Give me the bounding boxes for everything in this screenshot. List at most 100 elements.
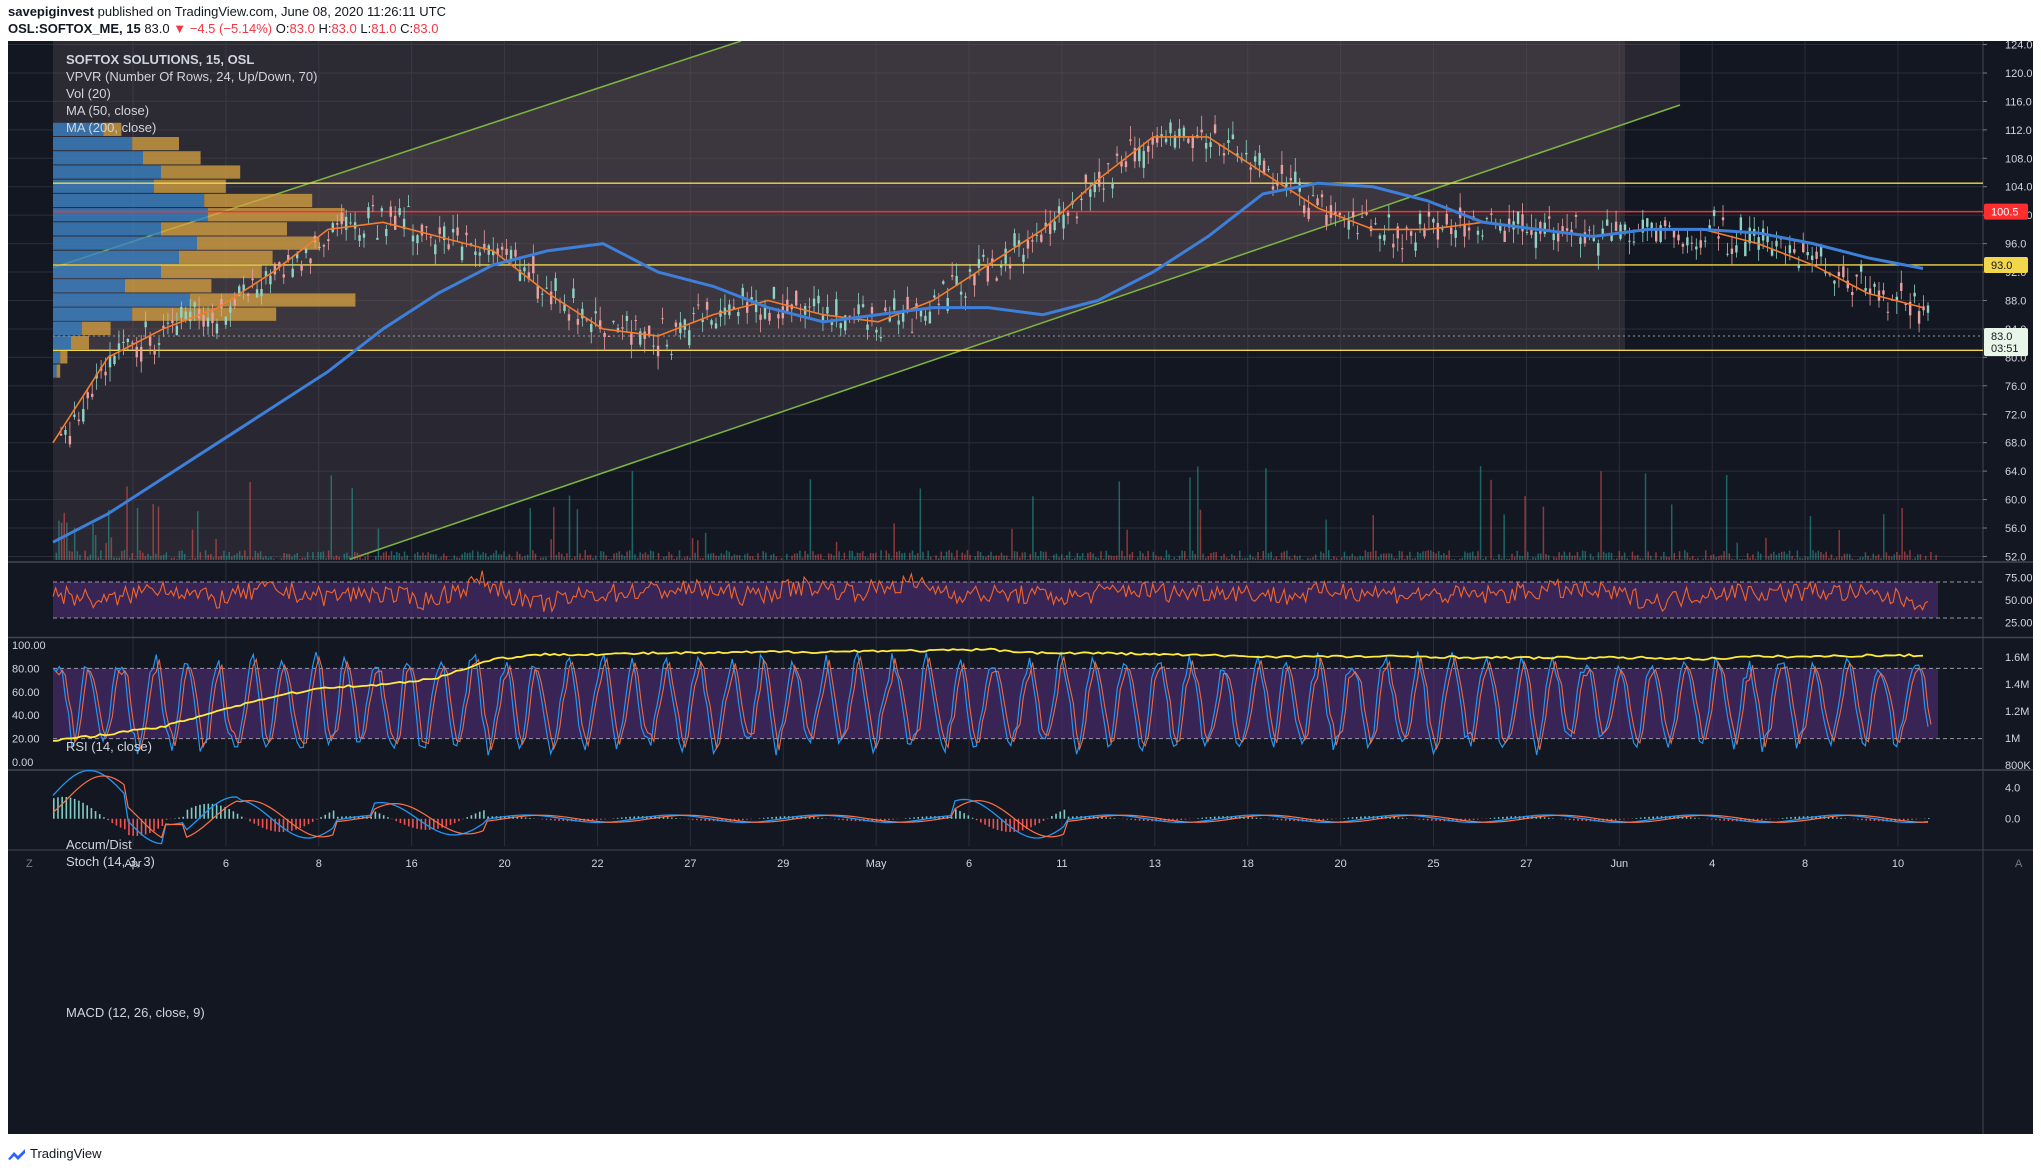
candle-body — [924, 315, 927, 321]
macd-histogram-bar — [675, 818, 677, 819]
volume-bar — [1401, 551, 1403, 560]
candle-body — [848, 315, 851, 317]
macd-histogram-bar — [524, 817, 527, 819]
volume-bar — [888, 553, 890, 560]
volume-bar — [471, 550, 474, 560]
chart-area[interactable]: 124.0120.0116.0112.0108.0104.0100.096.09… — [8, 41, 2033, 1134]
macd-histogram-bar — [616, 817, 619, 819]
volume-bar — [1040, 551, 1042, 560]
candle-body — [1851, 291, 1854, 296]
macd-histogram-bar — [428, 818, 431, 830]
volume-bar — [1178, 555, 1181, 560]
candle-body — [1708, 225, 1711, 229]
macd-histogram-bar — [1101, 816, 1103, 819]
candle-body — [1414, 242, 1417, 251]
price-badge-label: 03:51 — [1991, 343, 2019, 355]
volume-bar — [733, 554, 736, 560]
rsi-tick-label: 50.00 — [2005, 595, 2033, 607]
macd-histogram-bar — [445, 818, 448, 827]
tradingview-footer[interactable]: TradingView — [8, 1146, 102, 1161]
volume-bar — [1163, 558, 1165, 560]
macd-histogram-bar — [232, 811, 235, 819]
volume-bar — [1694, 558, 1697, 560]
candle-body — [1334, 211, 1337, 216]
volume-bar — [924, 559, 927, 560]
volume-bar — [833, 555, 835, 560]
legend-ma200[interactable]: MA (200, close) — [66, 120, 157, 135]
macd-histogram-bar — [1673, 816, 1675, 819]
macd-histogram-bar — [332, 810, 335, 819]
volume-bar — [225, 555, 228, 560]
volume-bar — [1482, 558, 1484, 560]
macd-histogram-bar — [316, 818, 318, 820]
candle-body — [278, 262, 281, 268]
volume-bar — [416, 551, 419, 560]
volume-bar — [1356, 557, 1359, 560]
stoch-label[interactable]: Stoch (14, 3, 3) — [66, 854, 155, 869]
macd-histogram-bar — [796, 816, 798, 819]
volume-bar — [1534, 557, 1537, 560]
volume-bar — [144, 555, 147, 560]
candle-body — [318, 246, 321, 249]
volume-bar — [736, 555, 738, 560]
volume-bar — [110, 537, 113, 560]
macd-histogram-bar — [1030, 818, 1032, 828]
candle-body — [1659, 225, 1662, 242]
macd-histogram-bar — [1522, 816, 1525, 819]
volume-bar — [827, 553, 830, 560]
accum-tick-label: 1M — [2005, 733, 2020, 745]
macd-histogram-bar — [412, 818, 414, 828]
volume-bar — [1246, 557, 1249, 560]
time-tick-label: 29 — [777, 858, 789, 870]
candle-body — [839, 323, 842, 329]
macd-histogram-bar — [203, 803, 205, 819]
candle-body — [572, 288, 575, 299]
volume-bar — [1519, 555, 1521, 560]
accum-dist-label[interactable]: Accum/Dist — [66, 837, 132, 852]
volume-bar — [445, 556, 448, 560]
volume-bar — [299, 558, 301, 560]
volume-bar — [1422, 551, 1424, 560]
author-name[interactable]: savepiginvest — [8, 4, 94, 19]
volume-bar — [196, 511, 199, 560]
macd-histogram-bar — [633, 816, 636, 819]
macd-label[interactable]: MACD (12, 26, close, 9) — [66, 1005, 205, 1020]
accum-tick-label: 800K — [2005, 760, 2031, 772]
volume-bars — [53, 466, 1937, 560]
candle-body — [795, 290, 798, 306]
macd-histogram-bar — [1535, 816, 1538, 819]
rsi-label[interactable]: RSI (14, close) — [66, 739, 152, 754]
candle-body — [1383, 234, 1386, 241]
vpvr-bar-up — [53, 364, 57, 378]
candle-body — [888, 316, 891, 322]
price-badge — [1984, 203, 2028, 220]
volume-bar — [291, 556, 293, 560]
macd-histogram-bar — [336, 816, 339, 819]
macd-histogram-bar — [86, 805, 89, 819]
candle-body — [741, 287, 744, 300]
volume-bar — [1859, 557, 1861, 560]
volume-bar — [1579, 557, 1581, 560]
candle-body — [1173, 135, 1177, 148]
volume-bar — [1691, 555, 1694, 560]
macd-histogram-bar — [1635, 818, 1638, 819]
candle-body — [429, 236, 433, 238]
volume-bar — [351, 488, 353, 560]
volume-bar — [92, 523, 94, 560]
chart-canvas[interactable]: 124.0120.0116.0112.0108.0104.0100.096.09… — [8, 41, 2033, 1134]
legend-vol[interactable]: Vol (20) — [66, 86, 111, 101]
vpvr-bar-up — [53, 193, 205, 208]
stoch-tick-label: 60.00 — [12, 687, 40, 699]
volume-bar — [1731, 558, 1733, 560]
legend-vpvr[interactable]: VPVR (Number Of Rows, 24, Up/Down, 70) — [66, 69, 318, 84]
candle-body — [754, 300, 758, 313]
candle-body — [309, 258, 312, 264]
volume-bar — [1477, 551, 1479, 560]
legend-ma50[interactable]: MA (50, close) — [66, 103, 150, 118]
volume-bar — [440, 556, 442, 560]
volume-bar — [1094, 557, 1097, 560]
vpvr-bar-up — [53, 136, 133, 151]
volume-bar — [76, 551, 79, 560]
volume-bar — [79, 554, 81, 560]
candle-body — [732, 306, 736, 310]
